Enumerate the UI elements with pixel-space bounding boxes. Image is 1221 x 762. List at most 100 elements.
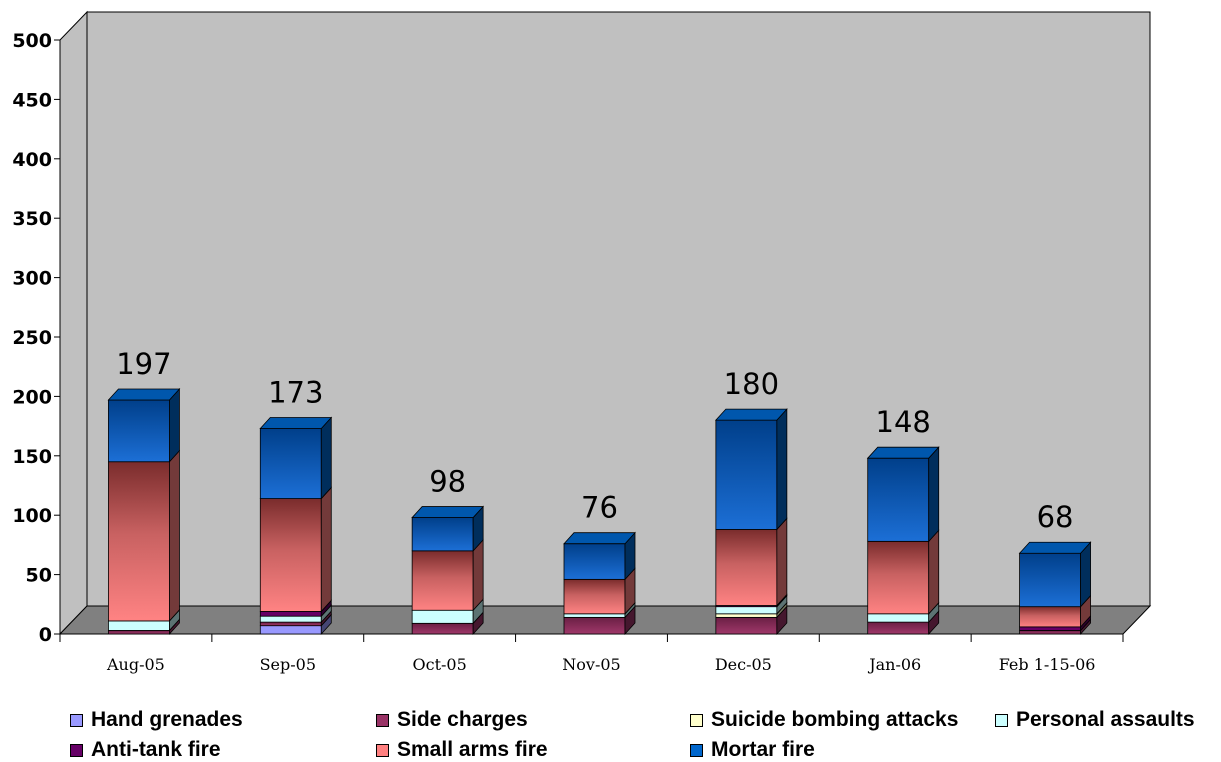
back-wall [86,11,1151,607]
bar-stack [107,387,181,636]
legend-label: Anti-tank fire [91,738,221,761]
legend-item: Hand grenades [70,708,243,732]
x-tick-label: Jan-06 [867,655,921,674]
bar-segment-personal-assaults [108,620,170,631]
bar-side-small-arms-fire [472,538,484,612]
legend-item: Mortar fire [690,738,815,762]
bar-segment-mortar-fire [411,517,474,552]
bar-segment-small-arms-fire [867,540,930,615]
bar-side-mortar-fire [320,416,332,500]
bar-segment-side-charges [411,622,474,635]
legend-swatch [995,713,1008,727]
bar-segment-side-charges [259,621,322,627]
y-tick-label: 0 [39,624,52,646]
legend-item: Suicide bombing attacks [690,708,958,732]
legend-label: Mortar fire [711,738,815,761]
bar-total-label: 68 [1037,500,1074,534]
y-tick-label: 350 [12,208,52,230]
bar-segment-small-arms-fire [563,578,626,615]
bars [107,387,1092,636]
bar-total-label: 197 [116,347,171,381]
x-tick-label: Sep-05 [260,655,316,674]
bar-segment-hand-grenades [259,625,322,635]
y-tick-label: 450 [12,89,52,111]
y-tick-label: 500 [12,30,52,52]
total-labels: 197 173 98 76 180 148 68 [116,347,1073,534]
x-tick-label: Aug-05 [106,655,165,674]
legend-swatch [70,713,83,727]
legend-swatch [376,713,389,727]
bar-segment-mortar-fire [259,428,322,499]
bar-side-small-arms-fire [320,486,332,613]
legend: Hand grenades Side charges Suicide bombing… [0,700,1221,762]
legend-item: Personal assaults [995,708,1195,732]
bar-stack [259,416,333,636]
bar-segment-small-arms-fire [411,550,474,611]
bar-segment-side-charges [563,616,626,635]
bar-segment-small-arms-fire [108,461,170,622]
legend-label: Side charges [397,708,528,731]
legend-swatch [70,743,83,757]
bar-segment-personal-assaults [411,609,474,624]
bar-side-small-arms-fire [928,529,940,615]
bar-segment-small-arms-fire [715,529,778,606]
x-tick-label: Dec-05 [715,655,772,674]
legend-label: Personal assaults [1016,708,1195,731]
bar-total-label: 180 [724,367,779,401]
bar-stack [714,408,788,636]
x-tick-label: Nov-05 [562,655,620,674]
bar-total-label: 173 [268,375,323,409]
bar-segment-anti-tank-fire [1019,626,1081,631]
y-tick-label: 50 [26,565,52,587]
legend-label: Small arms fire [397,738,548,761]
x-tick-label: Feb 1-15-06 [999,655,1096,674]
legend-label: Suicide bombing attacks [711,708,959,731]
legend-item: Anti-tank fire [70,738,221,762]
x-tick-label: Oct-05 [413,655,467,674]
bar-top-cap [1018,541,1092,554]
bar-segment-anti-tank-fire [259,611,322,617]
bar-segment-personal-assaults [563,613,626,618]
bar-side-mortar-fire [169,387,180,463]
bar-segment-mortar-fire [715,419,778,530]
legend-swatch [376,743,389,757]
y-tick-label: 250 [12,327,52,349]
legend-item: Small arms fire [376,738,548,762]
bar-stack [866,446,940,636]
legend-swatch [690,743,703,757]
bar-total-label: 76 [581,491,618,525]
bar-segment-side-charges [715,616,778,635]
bar-segment-personal-assaults [867,613,930,623]
bar-segment-personal-assaults [259,615,322,623]
bar-top-cap [714,408,788,421]
bar-segment-mortar-fire [108,399,170,463]
bar-total-label: 148 [876,405,931,439]
y-tick-label: 100 [12,505,52,527]
bar-segment-side-charges [108,630,170,635]
bar-segment-suicide-bombing-attacks [715,613,778,618]
bar-side-mortar-fire [928,446,940,543]
bar-top-cap [411,506,485,518]
bar-segment-small-arms-fire [259,498,322,612]
bar-segment-mortar-fire [563,543,626,580]
y-tick-label: 200 [12,386,52,408]
bar-segment-side-charges [1019,630,1081,635]
y-tick-label: 300 [12,268,52,290]
axes: 0 50 100 150 200 250 300 350 400 450 500 Aug-05 Sep-… [12,30,1124,674]
bar-stack [1018,541,1092,636]
bar-top-cap [107,388,181,401]
bar-top-cap [563,532,636,545]
bar-top-cap [866,446,940,459]
bar-segment-personal-assaults [715,606,778,615]
bar-total-label: 98 [429,465,466,499]
legend-item: Side charges [376,708,528,732]
bar-segment-mortar-fire [1019,552,1081,608]
bar-segment-mortar-fire [867,457,930,542]
legend-label: Hand grenades [91,708,243,731]
bar-segment-small-arms-fire [1019,606,1081,628]
side-wall [59,10,88,636]
stacked-bar-chart: 0 50 100 150 200 250 300 350 400 450 500 Aug-05 Sep-… [12,10,1152,674]
bar-stack [563,531,636,636]
y-tick-label: 150 [12,446,52,468]
bar-side-small-arms-fire [169,449,180,622]
